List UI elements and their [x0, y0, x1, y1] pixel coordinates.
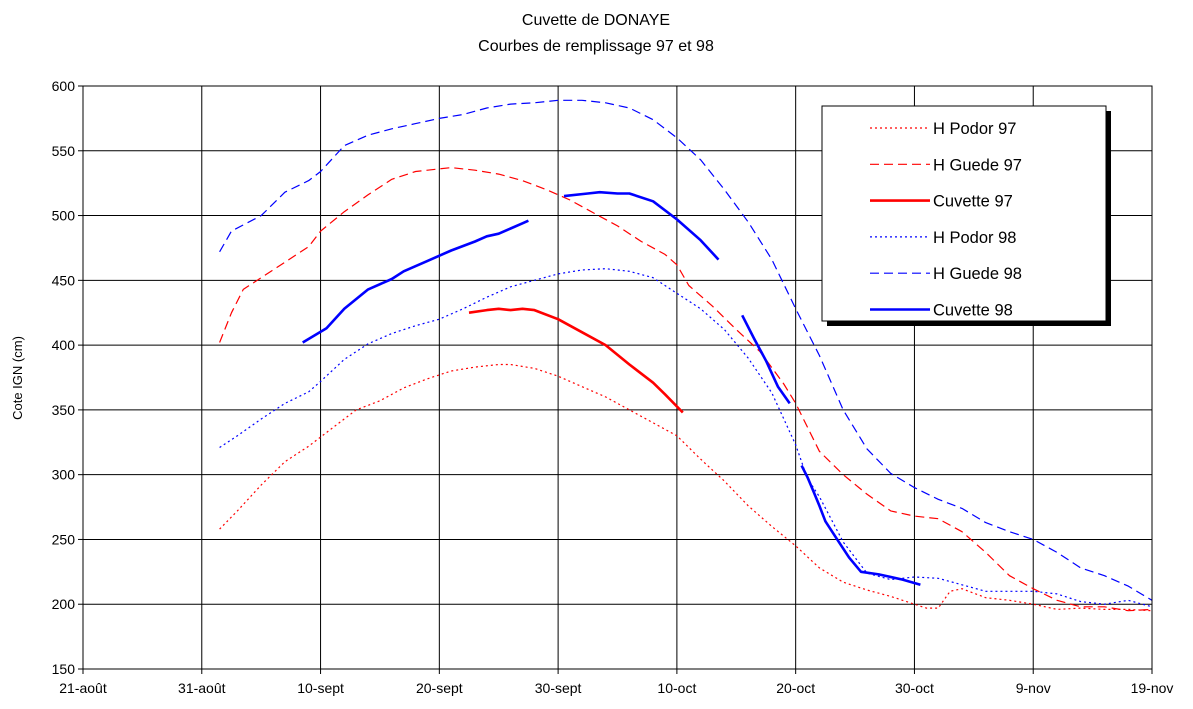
legend-label: Cuvette 97 — [933, 193, 1013, 211]
x-tick-label: 31-août — [178, 680, 226, 696]
axis-ticks: 150 200 250 300 350 400 450 500 550 600 21-août 31-… — [52, 78, 1174, 696]
legend-label: H Podor 97 — [933, 120, 1016, 138]
y-tick-label: 600 — [52, 78, 76, 94]
x-tick-label: 10-oct — [657, 680, 696, 696]
series-line-cuvette-98 — [800, 465, 921, 587]
series-line-cuvette-97 — [468, 307, 684, 414]
y-tick-label: 550 — [52, 143, 76, 159]
x-tick-label: 9-nov — [1016, 680, 1051, 696]
x-tick-label: 21-août — [59, 680, 107, 696]
legend-label: H Guede 97 — [933, 156, 1022, 174]
x-tick-label: 20-sept — [416, 680, 463, 696]
plot-area-border — [82, 85, 1153, 670]
x-tick-label: 19-nov — [1131, 680, 1174, 696]
y-axis-label: Cote IGN (cm) — [10, 336, 25, 420]
series-line-cuvette-98 — [741, 314, 791, 405]
y-tick-label: 300 — [52, 467, 76, 483]
chart-title: Cuvette de DONAYE — [522, 12, 670, 29]
series-line-cuvette-98 — [563, 190, 720, 261]
gridlines — [83, 86, 1152, 669]
series-line-h-guede-97 — [219, 167, 1153, 612]
legend-label: H Guede 98 — [933, 265, 1022, 283]
series-lines — [219, 99, 1153, 612]
chart-subtitle: Courbes de remplissage 97 et 98 — [478, 38, 714, 55]
series-line-h-guede-98 — [219, 99, 1153, 601]
y-tick-label: 250 — [52, 531, 76, 547]
x-tick-label: 30-oct — [895, 680, 934, 696]
y-tick-label: 450 — [52, 272, 76, 288]
y-tick-label: 400 — [52, 337, 76, 353]
x-tick-label: 30-sept — [535, 680, 582, 696]
series-line-cuvette-98 — [302, 219, 529, 344]
legend-label: Cuvette 98 — [933, 302, 1013, 320]
y-tick-label: 500 — [52, 208, 76, 224]
legend-box — [821, 105, 1107, 322]
legend: H Podor 97 H Guede 97 Cuvette 97 H Podor 98… — [821, 105, 1111, 326]
y-tick-label: 200 — [52, 596, 76, 612]
x-tick-label: 10-sept — [297, 680, 344, 696]
x-tick-label: 20-oct — [776, 680, 815, 696]
y-tick-label: 150 — [52, 661, 76, 677]
y-tick-label: 350 — [52, 402, 76, 418]
legend-label: H Podor 98 — [933, 229, 1016, 247]
series-line-h-podor-97 — [219, 363, 1153, 612]
